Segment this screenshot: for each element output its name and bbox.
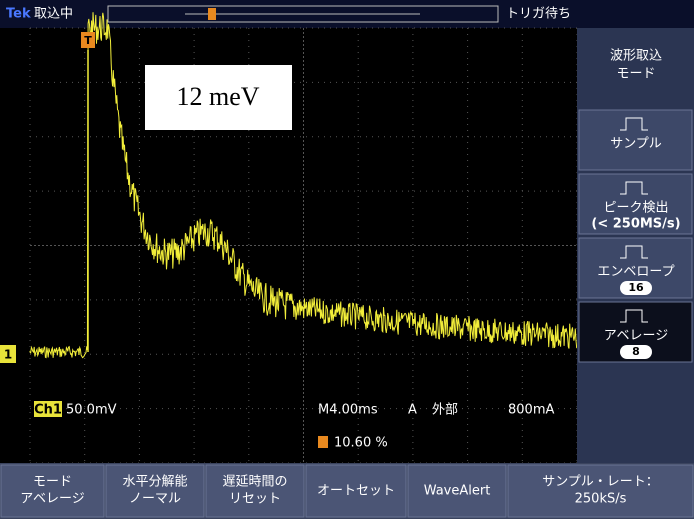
trigger-position: 10.60 % (334, 436, 388, 451)
side-menu-title: モード (616, 67, 655, 82)
bottom-label: リセット (229, 492, 281, 507)
bottom-label: モード (33, 475, 72, 490)
side-menu-label: ピーク検出 (603, 201, 668, 216)
channel-marker: 1 (4, 348, 12, 362)
trigger-marker: T (84, 34, 92, 47)
bottom-label: ノーマル (129, 492, 181, 507)
annotation: 12 meV (176, 82, 259, 111)
bottom-label: 水平分解能 (122, 475, 187, 490)
side-menu-label: エンベロープ (597, 265, 674, 280)
trigger-source: 外部 (432, 403, 458, 418)
bottom-label: アベレージ (20, 492, 84, 507)
trigger-pos-icon (318, 436, 328, 448)
trigger-status: トリガ待ち (506, 7, 571, 22)
vertical-scale: 50.0mV (66, 403, 117, 418)
bottom-label: サンプル・レート： (542, 475, 659, 490)
channel: Ch1 (34, 403, 62, 418)
bottom-label: 遅延時間の (222, 475, 287, 490)
acq-status: 取込中 (34, 7, 73, 22)
bottom-label: 250kS/s (575, 492, 627, 507)
side-menu-title: 波形取込 (610, 49, 662, 64)
side-menu-label: サンプル (610, 137, 662, 152)
side-menu-sub: (< 250MS/s) (591, 217, 680, 232)
trigger-mode: A (408, 403, 417, 418)
trigger-position-marker (208, 8, 216, 20)
side-menu-label: アベレージ (604, 329, 668, 344)
trigger-level: 800mA (508, 403, 554, 418)
oscilloscope-screen: Tek 取込中 トリガ待ち 12 meV T 1 波形取込モードサンプルピーク検… (0, 0, 694, 519)
side-menu-count: 16 (628, 281, 644, 294)
timebase: M4.00ms (318, 403, 378, 418)
brand: Tek (6, 7, 31, 22)
bottom-label: オートセット (317, 484, 395, 499)
side-menu-count: 8 (632, 345, 640, 358)
bottom-label: WaveAlert (424, 484, 491, 499)
